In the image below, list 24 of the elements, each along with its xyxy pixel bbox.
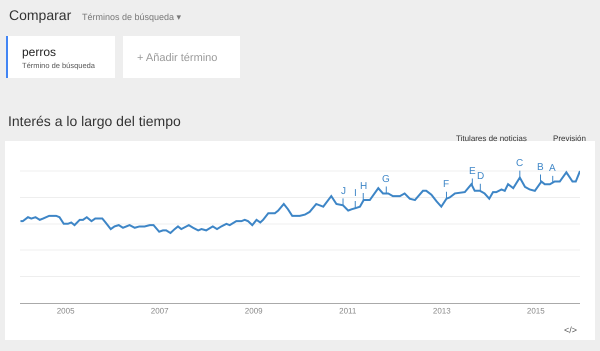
annotation: H [360, 181, 368, 192]
annotation: A [549, 163, 556, 174]
text: Previsión [553, 134, 586, 143]
x-tick-label: 2013 [432, 306, 452, 316]
annotation: D [477, 171, 484, 182]
text: + Añadir término [137, 52, 218, 64]
text: Titulares de noticias [456, 134, 527, 143]
x-tick-label: 2015 [526, 306, 546, 316]
chart-title: Interés a lo largo del tiempo [8, 113, 181, 129]
text: Términos de búsqueda ▾ [82, 12, 182, 22]
x-tick-label: 2009 [244, 306, 264, 316]
annotation: I [354, 188, 357, 199]
text: perros [22, 45, 56, 59]
text: Comparar [9, 7, 72, 23]
annotation: G [382, 174, 390, 185]
annotation: C [516, 158, 524, 169]
annotation: B [537, 162, 544, 173]
text: </> [564, 325, 578, 335]
annotation: E [469, 166, 476, 177]
x-tick-label: 2011 [339, 306, 357, 316]
annotation: F [443, 179, 450, 190]
x-tick-label: 2005 [56, 306, 76, 316]
x-tick-label: 2007 [150, 306, 170, 316]
annotation: J [341, 186, 346, 197]
